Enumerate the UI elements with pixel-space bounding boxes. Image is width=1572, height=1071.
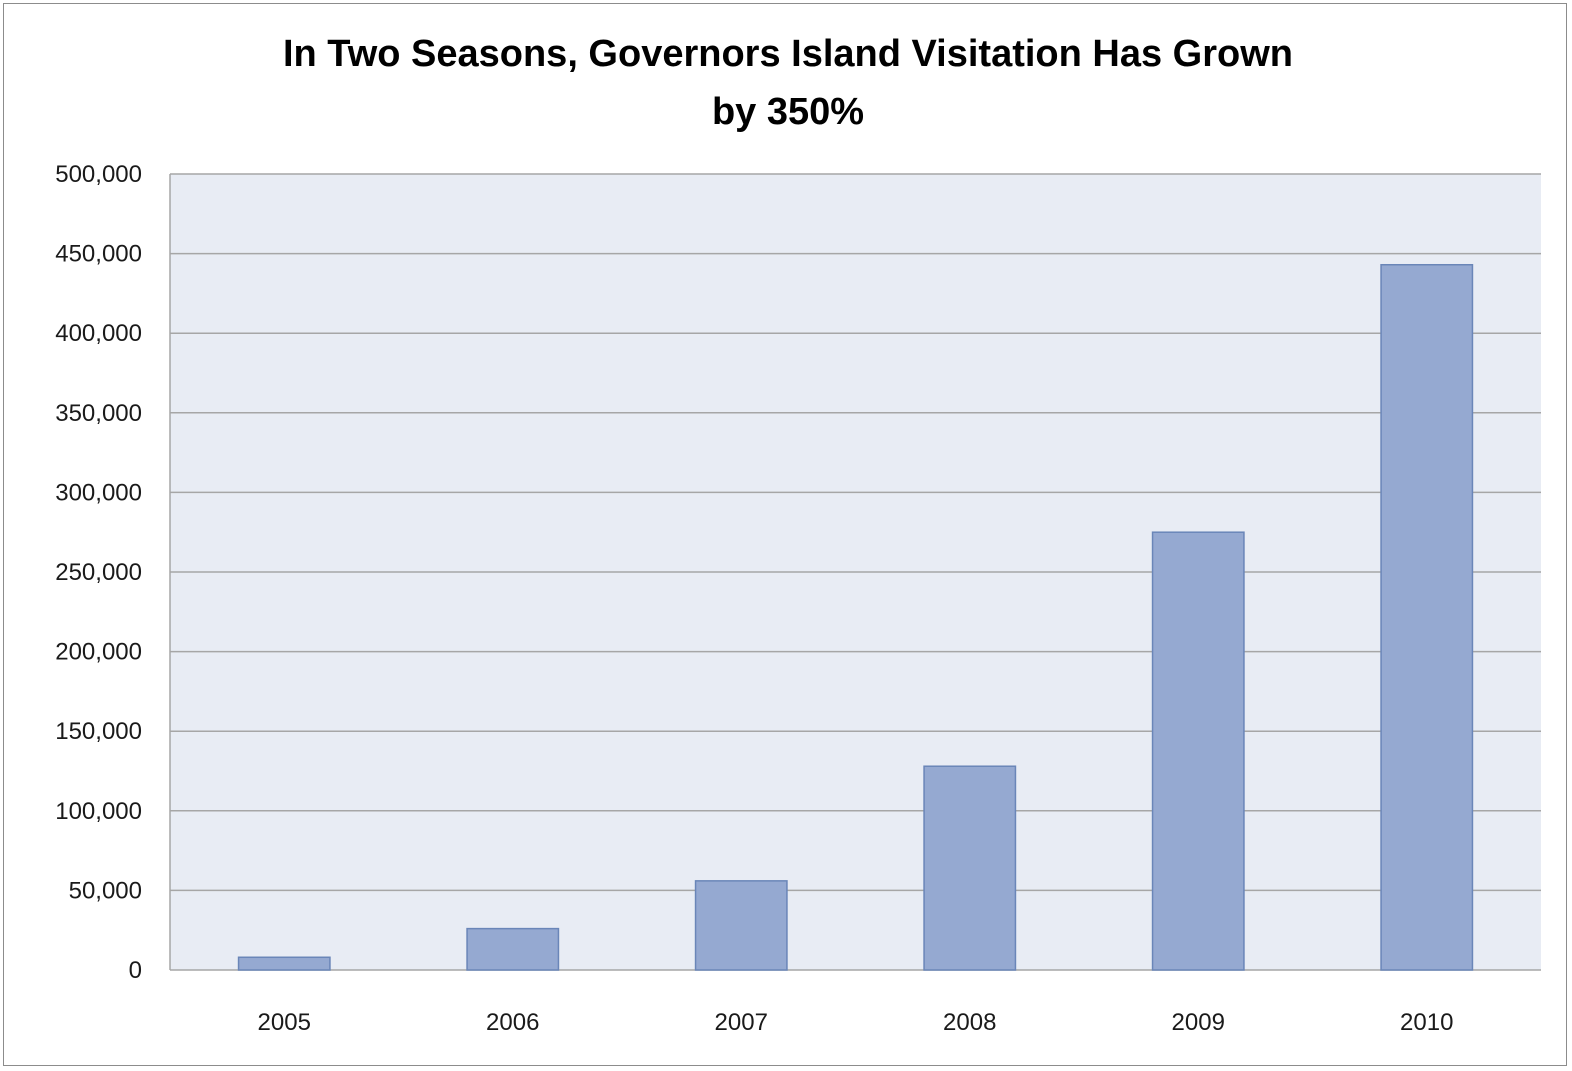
bar-2005 [237, 956, 331, 971]
bar-2010 [1380, 263, 1474, 971]
x-tick-label: 2006 [486, 1009, 539, 1036]
bar-2008 [923, 765, 1017, 971]
chart-frame: In Two Seasons, Governors Island Visitat… [3, 3, 1567, 1066]
x-tick-label: 2010 [1400, 1009, 1453, 1036]
y-tick-label: 200,000 [55, 639, 142, 666]
y-tick-label: 350,000 [55, 400, 142, 427]
gridlines [169, 173, 1541, 971]
x-tick-label: 2005 [258, 1009, 311, 1036]
y-tick-label: 0 [129, 957, 142, 984]
bars [237, 263, 1474, 971]
y-tick-label: 100,000 [55, 798, 142, 825]
y-tick-label: 50,000 [69, 877, 142, 904]
y-axis-tick-labels: 0 50,000 100,000 150,000 200,000 250,000 300,0… [55, 161, 142, 984]
x-tick-label: 2007 [715, 1009, 768, 1036]
chart-title-line-2: by 350% [712, 91, 864, 133]
x-tick-label: 2008 [943, 1009, 996, 1036]
y-tick-label: 250,000 [55, 559, 142, 586]
x-tick-label: 2009 [1172, 1009, 1225, 1036]
chart-title-line-1: In Two Seasons, Governors Island Visitat… [283, 33, 1293, 75]
bar-2009 [1151, 531, 1245, 971]
bar-2006 [466, 927, 560, 971]
bar-2007 [694, 880, 788, 971]
x-axis-tick-labels: 2005 2006 2007 2008 2009 2010 [258, 1009, 1454, 1036]
y-tick-label: 150,000 [55, 718, 142, 745]
y-tick-label: 400,000 [55, 320, 142, 347]
bar-chart: In Two Seasons, Governors Island Visitat… [55, 33, 1541, 1036]
y-tick-label: 450,000 [55, 241, 142, 268]
y-tick-label: 300,000 [55, 479, 142, 506]
y-tick-label: 500,000 [55, 161, 142, 188]
